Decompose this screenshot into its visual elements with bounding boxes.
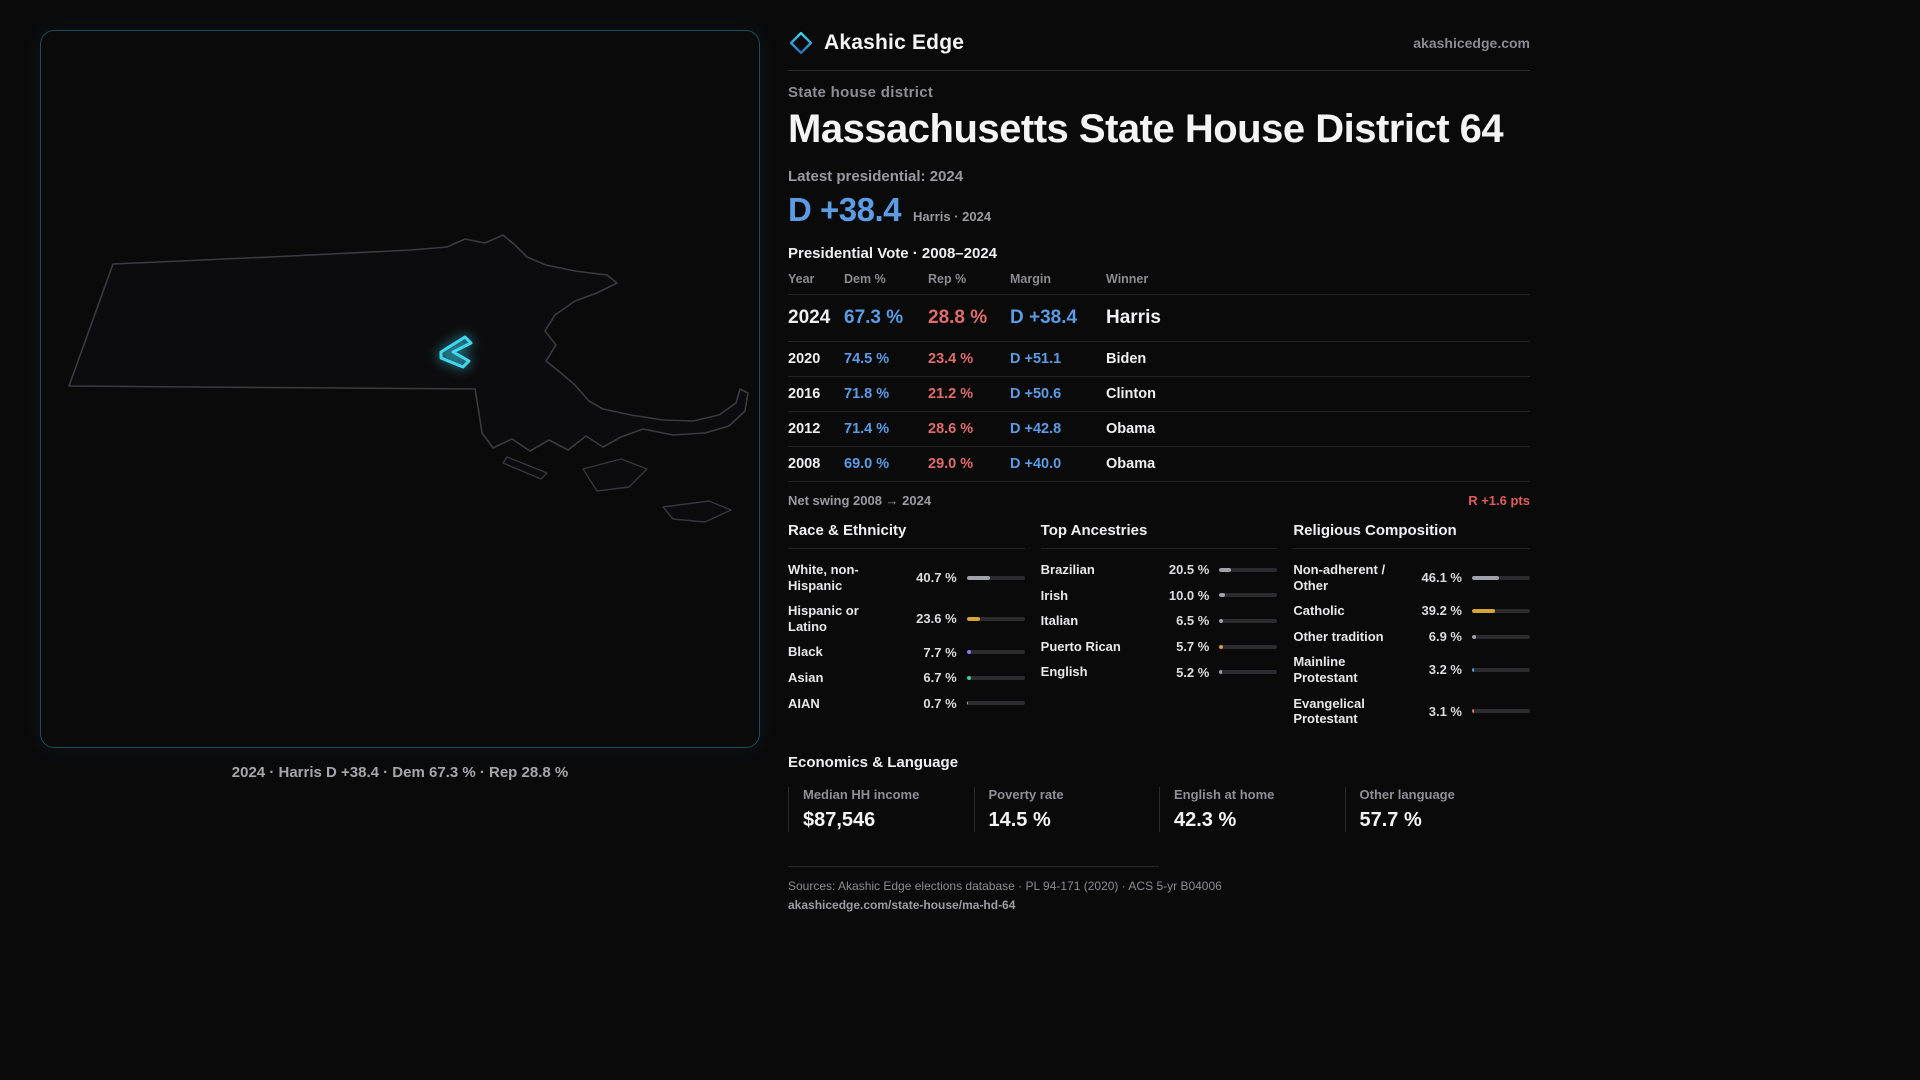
headline-margin-row: D +38.4 Harris · 2024 (788, 191, 1530, 229)
table-row: 2008 69.0 % 29.0 % D +40.0 Obama (788, 447, 1530, 482)
list-item: Puerto Rican 5.7 % (1041, 634, 1278, 660)
list-item: Italian 6.5 % (1041, 608, 1278, 634)
brand: Akashic Edge (788, 30, 964, 56)
mini-bar (1472, 575, 1530, 580)
list-item: Mainline Protestant 3.2 % (1293, 649, 1530, 690)
mini-bar (966, 675, 1025, 680)
mini-bar (1472, 608, 1530, 613)
race-ethnicity-column: Race & Ethnicity White, non-Hispanic 40.… (788, 522, 1025, 732)
economics-stats: Median HH income $87,546 Poverty rate 14… (788, 786, 1531, 832)
col-rep: Rep % (928, 272, 967, 286)
list-item: Brazilian 20.5 % (1041, 557, 1278, 583)
headline-margin-detail: Harris · 2024 (913, 209, 992, 224)
table-row: 2012 71.4 % 28.6 % D +42.8 Obama (788, 412, 1530, 447)
elizabeth-islands-outline (502, 456, 548, 480)
list-item: Evangelical Protestant 3.1 % (1293, 691, 1530, 732)
mini-bar (1219, 644, 1278, 649)
religious-composition-title: Religious Composition (1293, 522, 1530, 549)
vote-table-title: Presidential Vote · 2008–2024 (788, 245, 998, 262)
stat-median-hh-income: Median HH income $87,546 (788, 786, 974, 832)
presidential-vote-table: Year Dem % Rep % Margin Winner 2024 67.3… (788, 272, 1530, 482)
district-shape[interactable] (439, 335, 473, 369)
map-section: 2024 · Harris D +38.4 · Dem 67.3 % · Rep… (40, 30, 760, 1080)
net-swing-row: Net swing 2008 → 2024 R +1.6 pts (788, 482, 1530, 512)
mini-bar (1472, 709, 1530, 714)
latest-presidential-label: Latest presidential: 2024 (788, 168, 964, 185)
list-item: Asian 6.7 % (788, 665, 1025, 691)
headline-margin: D +38.4 (788, 191, 902, 228)
list-item: White, non-Hispanic 40.7 % (788, 557, 1025, 598)
brand-header: Akashic Edge akashicedge.com (788, 30, 1530, 71)
net-swing-value: R +1.6 pts (1468, 493, 1530, 508)
list-item: Black 7.7 % (788, 639, 1025, 665)
mini-bar (966, 575, 1025, 580)
list-item: Hispanic or Latino 23.6 % (788, 598, 1025, 639)
mini-bar (1472, 667, 1530, 672)
mini-bar (1219, 670, 1278, 675)
race-ethnicity-title: Race & Ethnicity (788, 522, 1025, 549)
sources-text: Sources: Akashic Edge elections database… (788, 878, 1222, 893)
marthas-vineyard-outline (582, 458, 648, 492)
mini-bar (1472, 634, 1530, 639)
page-title: Massachusetts State House District 64 (788, 107, 1504, 151)
list-item: Non-adherent / Other 46.1 % (1293, 557, 1530, 598)
brand-name: Akashic Edge (824, 31, 965, 54)
table-row: 2024 67.3 % 28.8 % D +38.4 Harris (788, 295, 1530, 342)
mini-bar (1219, 567, 1278, 572)
top-ancestries-title: Top Ancestries (1040, 522, 1278, 549)
top-ancestries-column: Top Ancestries Brazilian 20.5 % Irish 10… (1040, 522, 1278, 732)
stat-english-at-home: English at home 42.3 % (1159, 786, 1345, 832)
stat-other-language: Other language 57.7 % (1344, 786, 1531, 832)
col-margin: Margin (1010, 272, 1051, 286)
footer-divider (788, 865, 1159, 867)
list-item: Catholic 39.2 % (1293, 598, 1530, 624)
mini-bar (1219, 618, 1278, 623)
massachusetts-map (68, 234, 749, 523)
state-outline (68, 234, 749, 452)
brand-domain-link[interactable]: akashicedge.com (1413, 35, 1530, 51)
vote-table-header: Year Dem % Rep % Margin Winner (788, 272, 1530, 295)
diamond-logo-icon (789, 31, 813, 55)
mini-bar (966, 616, 1025, 621)
list-item: AIAN 0.7 % (788, 691, 1025, 717)
nantucket-outline (662, 500, 732, 523)
report-panel: Akashic Edge akashicedge.com State house… (788, 0, 1530, 1080)
list-item: English 5.2 % (1041, 659, 1278, 685)
stat-poverty-rate: Poverty rate 14.5 % (973, 786, 1160, 832)
page-footer: Sources: Akashic Edge elections database… (788, 865, 1530, 914)
table-row: 2016 71.8 % 21.2 % D +50.6 Clinton (788, 377, 1530, 412)
mini-bar (966, 701, 1025, 706)
district-map-panel[interactable] (40, 30, 760, 748)
religious-composition-column: Religious Composition Non-adherent / Oth… (1293, 522, 1530, 732)
list-item: Irish 10.0 % (1041, 583, 1278, 609)
mini-bar (1219, 593, 1278, 598)
district-kicker: State house district (788, 84, 934, 101)
net-swing-label: Net swing 2008 → 2024 (788, 493, 932, 508)
col-winner: Winner (1106, 272, 1149, 286)
col-year: Year (788, 272, 815, 286)
list-item: Other tradition 6.9 % (1293, 624, 1530, 650)
economics-title: Economics & Language (788, 753, 959, 771)
map-caption: 2024 · Harris D +38.4 · Dem 67.3 % · Rep… (231, 764, 569, 781)
table-row: 2020 74.5 % 23.4 % D +51.1 Biden (788, 342, 1530, 377)
mini-bar (966, 650, 1025, 655)
demographics-section: Race & Ethnicity White, non-Hispanic 40.… (788, 522, 1530, 732)
permalink-link[interactable]: akashicedge.com/state-house/ma-hd-64 (788, 897, 1016, 912)
col-dem: Dem % (844, 272, 886, 286)
